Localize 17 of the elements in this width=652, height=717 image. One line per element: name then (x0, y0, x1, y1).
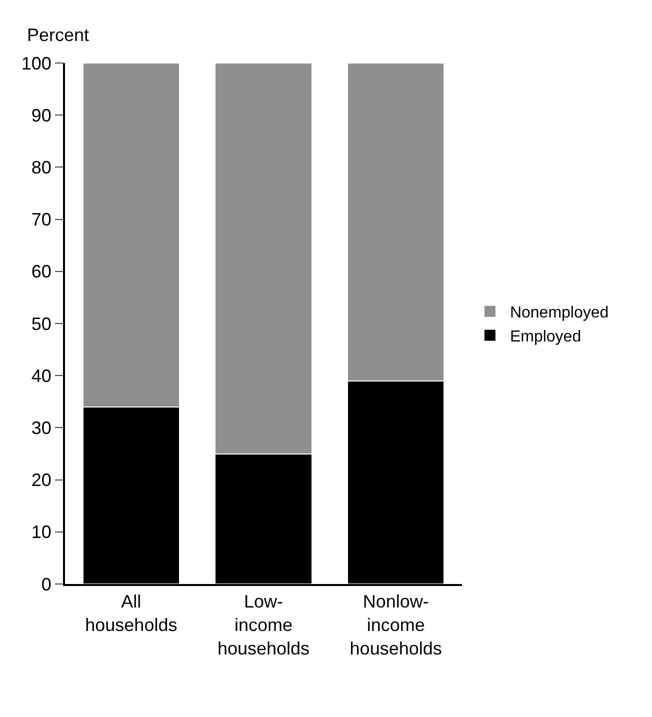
y-tick-label: 10 (31, 522, 52, 542)
y-tick-label: 40 (31, 366, 52, 386)
y-tick-label: 20 (31, 470, 52, 490)
legend-label: Nonemployed (510, 304, 609, 322)
x-tick-label: All households (85, 592, 178, 635)
x-tick-label: Nonlow- income households (350, 592, 442, 658)
y-tick-label: 100 (21, 53, 52, 74)
x-tick-label: Low- income households (217, 592, 310, 658)
legend-label: Employed (510, 328, 582, 346)
y-tick-label: 0 (41, 574, 52, 594)
y-axis-title: Percent (27, 25, 90, 45)
y-tick-label: 80 (31, 158, 52, 178)
y-tick-label: 70 (31, 210, 52, 230)
y-tick-label: 90 (31, 105, 52, 126)
y-tick-label: 30 (31, 418, 52, 438)
y-tick-label: 50 (31, 314, 52, 334)
y-tick-label: 60 (31, 262, 52, 282)
